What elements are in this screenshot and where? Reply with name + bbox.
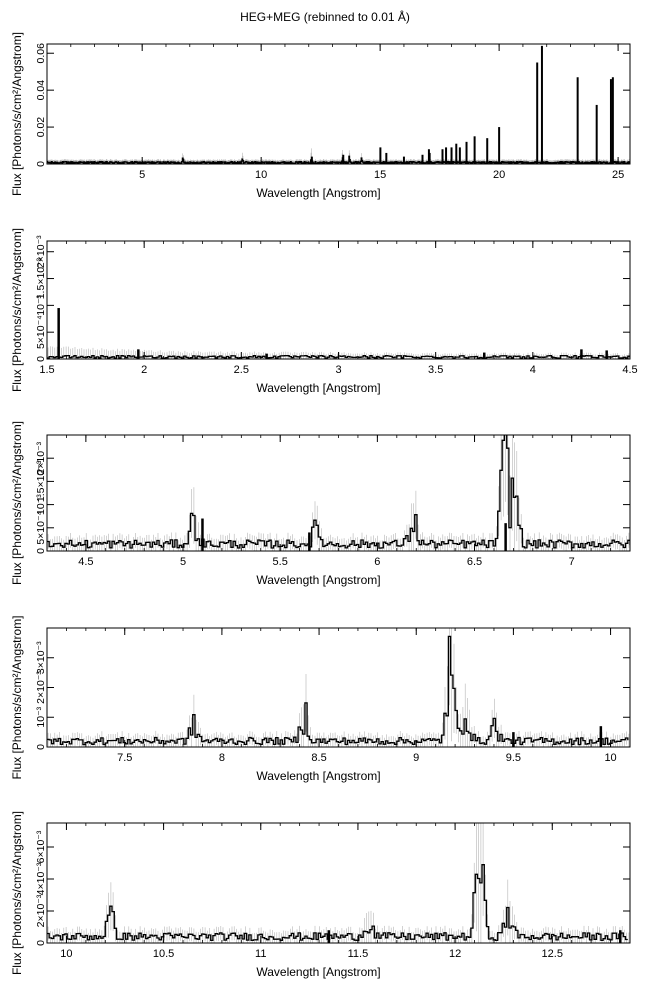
y-tick-label: 1.5×10⁻³	[35, 257, 47, 299]
y-tick-label: 10⁻³	[35, 706, 47, 727]
x-tick-label: 4.5	[622, 364, 637, 376]
x-axis-label: Wavelength [Angstrom]	[256, 573, 380, 587]
y-tick-label: 1.5×10⁻³	[35, 460, 47, 502]
chart-panel-3: 4.5 5 5.5 6 6.5 7 0 5×10⁻⁴10⁻³1.5×10⁻³2×10⁻³ Wav…	[10, 421, 631, 587]
spectrum-area-3	[47, 435, 630, 551]
figure-title: HEG+MEG (rebinned to 0.01 Å)	[240, 10, 410, 24]
x-tick-label: 7	[569, 556, 575, 568]
x-tick-label: 10	[604, 752, 616, 764]
x-tick-label: 15	[374, 169, 386, 181]
x-tick-label: 5	[180, 556, 186, 568]
x-axis-label: Wavelength [Angstrom]	[256, 769, 380, 783]
x-tick-label: 6.5	[467, 556, 482, 568]
x-axis-label: Wavelength [Angstrom]	[256, 381, 380, 395]
plot-frame	[46, 822, 631, 944]
x-tick-label: 2.5	[234, 364, 249, 376]
y-tick-label: 0	[35, 548, 47, 554]
x-tick-label: 6	[374, 556, 380, 568]
x-tick-label: 4	[530, 364, 536, 376]
y-tick-label: 2×10⁻³	[35, 441, 47, 474]
y-axis-label: Flux [Photons/s/cm²/Angstrom]	[10, 32, 24, 196]
x-tick-label: 10	[255, 169, 267, 181]
error-bars	[47, 628, 630, 747]
x-tick-label: 7.5	[117, 752, 132, 764]
y-tick-label: 0	[35, 744, 47, 750]
spectrum-series-5	[47, 864, 628, 942]
x-tick-label: 9	[413, 752, 419, 764]
plot-frame	[46, 240, 631, 360]
spectrum-series-4	[47, 635, 629, 746]
plot-frame	[46, 43, 631, 165]
plot-frame	[46, 627, 631, 748]
x-tick-label: 12	[449, 948, 461, 960]
spectrum-series-3	[47, 435, 630, 549]
x-axis-label: Wavelength [Angstrom]	[256, 965, 380, 979]
x-tick-label: 1.5	[39, 364, 54, 376]
x-tick-label: 5.5	[273, 556, 288, 568]
x-tick-label: 11	[255, 948, 266, 960]
y-tick-label: 0	[35, 940, 47, 946]
spectrum-series-1	[47, 155, 630, 164]
chart-panel-4: 7.5 8 8.5 9 9.5 10 0 10⁻³ 2×10⁻³3×10⁻³ Wavelength…	[10, 615, 631, 783]
y-tick-label: 0.02	[35, 117, 47, 138]
y-tick-label: 0.04	[35, 80, 47, 101]
chart-panel-1: 5 10 15 20 25 0 0.02 0.04 0.06 Wavelength [Angstr…	[10, 32, 631, 200]
x-tick-label: 4.5	[78, 556, 93, 568]
spectrum-area-5	[47, 823, 630, 943]
x-tick-label: 11.5	[348, 948, 369, 960]
x-tick-label: 20	[493, 169, 505, 181]
x-tick-label: 9.5	[506, 752, 521, 764]
y-tick-label: 2×10⁻³	[35, 671, 47, 704]
y-tick-label: 10⁻³	[35, 295, 47, 316]
x-tick-label: 10.5	[153, 948, 174, 960]
x-tick-label: 3.5	[428, 364, 443, 376]
y-axis-label: Flux [Photons/s/cm²/Angstrom]	[10, 811, 24, 975]
x-tick-label: 25	[612, 169, 624, 181]
y-axis-label: Flux [Photons/s/cm²/Angstrom]	[10, 421, 24, 585]
spectrum-area-1	[47, 45, 630, 164]
y-tick-label: 0	[35, 161, 47, 167]
y-tick-label: 0.06	[35, 43, 47, 64]
x-tick-label: 3	[335, 364, 341, 376]
y-tick-label: 5×10⁻⁴	[35, 315, 47, 349]
y-tick-label: 2×10⁻³	[35, 894, 47, 927]
spectrum-area-2	[47, 308, 630, 359]
y-tick-label: 3×10⁻³	[35, 641, 47, 674]
y-tick-label: 6×10⁻³	[35, 830, 47, 863]
x-tick-label: 12.5	[542, 948, 563, 960]
plot-frame	[46, 434, 631, 552]
y-tick-label: 5×10⁻⁴	[35, 511, 47, 545]
x-axis-label: Wavelength [Angstrom]	[256, 186, 380, 200]
spectrum-series-2	[47, 354, 630, 359]
x-tick-label: 2	[141, 364, 147, 376]
x-tick-label: 5	[139, 169, 145, 181]
y-tick-label: 2×10⁻³	[35, 235, 47, 268]
spectrum-area-4	[47, 628, 630, 747]
x-tick-label: 8.5	[311, 752, 326, 764]
error-bars	[47, 823, 630, 943]
chart-panel-2: 1.5 2 2.5 3 3.5 4 4.5 0 5×10⁻⁴10⁻³1.5×10⁻³2×10⁻³…	[10, 228, 638, 395]
x-tick-label: 10	[60, 948, 72, 960]
chart-panel-5: 10 10.5 11 11.5 12 12.5 0 2×10⁻³4×10⁻³6×10⁻³ Wav…	[10, 811, 631, 979]
y-axis-label: Flux [Photons/s/cm²/Angstrom]	[10, 615, 24, 779]
y-tick-label: 0	[35, 356, 47, 362]
y-axis-label: Flux [Photons/s/cm²/Angstrom]	[10, 228, 24, 392]
x-tick-label: 8	[219, 752, 225, 764]
y-tick-label: 4×10⁻³	[35, 862, 47, 895]
y-tick-label: 10⁻³	[35, 494, 47, 515]
